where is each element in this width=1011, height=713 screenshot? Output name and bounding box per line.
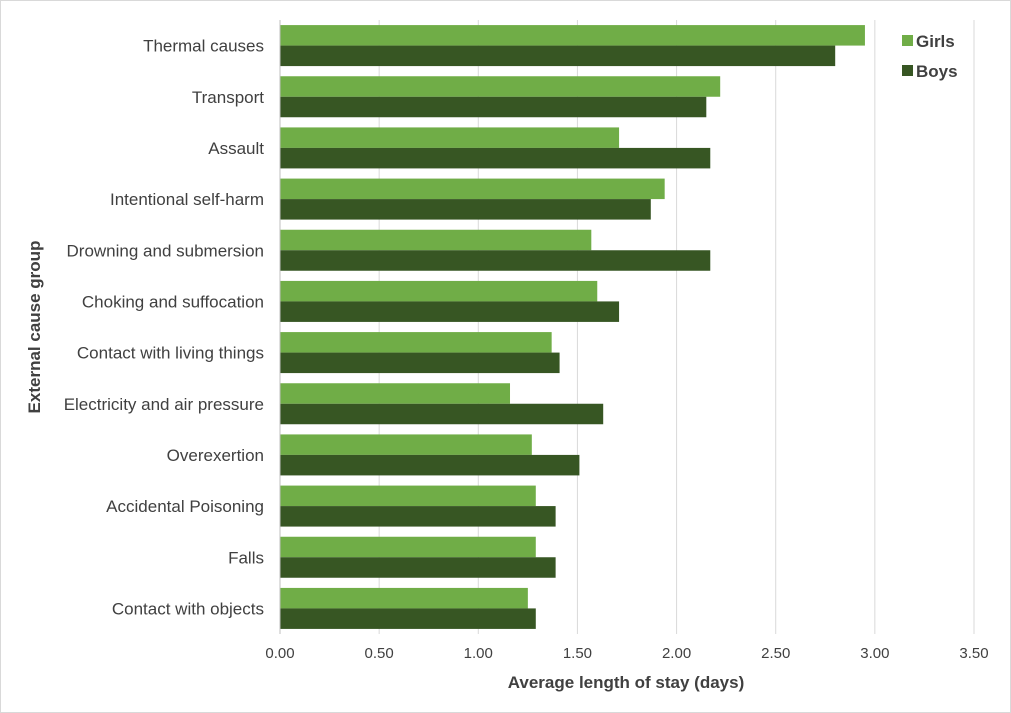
legend-swatch-boys	[902, 65, 913, 76]
category-label: Accidental Poisoning	[106, 497, 264, 516]
bar-boys	[280, 506, 556, 527]
category-label: Contact with objects	[112, 599, 264, 618]
category-label: Thermal causes	[143, 37, 264, 56]
bar-girls	[280, 25, 865, 46]
bar-boys	[280, 608, 536, 629]
legend: Girls Boys	[902, 32, 958, 81]
bar-girls	[280, 587, 528, 609]
x-tick-label: 0.00	[265, 645, 294, 662]
x-tick-label: 2.50	[761, 645, 790, 662]
bar-boys	[280, 45, 836, 67]
bar-girls	[280, 178, 665, 200]
category-label: Electricity and air pressure	[64, 395, 264, 414]
bar-boys	[280, 147, 711, 169]
x-tick-label: 2.00	[662, 645, 691, 662]
category-label: Intentional self-harm	[110, 190, 264, 209]
x-tick-label: 3.50	[959, 645, 988, 662]
gridlines	[378, 20, 975, 634]
category-label: Drowning and submersion	[67, 241, 265, 260]
bar-girls	[280, 76, 721, 97]
x-axis-title: Average length of stay (days)	[508, 673, 745, 692]
legend-label-girls: Girls	[916, 32, 955, 51]
bar-boys	[280, 454, 580, 476]
x-axis-ticks: 0.00 0.50 1.00 1.50 2.00 2.50 3.00 3.50	[265, 645, 988, 662]
bar-boys	[280, 250, 711, 271]
bar-boys	[280, 557, 556, 578]
bar-girls	[280, 485, 536, 507]
bar-girls	[280, 332, 552, 353]
bar-boys	[280, 96, 707, 118]
bars	[280, 25, 865, 629]
category-label: Choking and suffocation	[82, 292, 264, 311]
category-label: Assault	[208, 139, 264, 158]
bar-boys	[280, 301, 620, 322]
legend-swatch-girls	[902, 35, 913, 46]
bar-girls	[280, 536, 536, 558]
bar-boys	[280, 352, 560, 374]
x-tick-label: 1.50	[563, 645, 592, 662]
bar-girls	[280, 280, 598, 302]
category-label: Falls	[228, 548, 264, 567]
legend-label-boys: Boys	[916, 62, 958, 81]
bar-girls	[280, 229, 592, 251]
x-tick-label: 3.00	[860, 645, 889, 662]
x-tick-label: 0.50	[365, 645, 394, 662]
category-label: Transport	[192, 88, 264, 107]
x-tick-label: 1.00	[464, 645, 493, 662]
category-label: Overexertion	[167, 446, 264, 465]
bar-girls	[280, 383, 511, 404]
bar-boys	[280, 199, 651, 220]
bar-girls	[280, 434, 532, 455]
y-axis: Thermal causes Transport Assault Intentiona…	[64, 20, 281, 634]
bar-girls	[280, 127, 620, 148]
bar-boys	[280, 403, 604, 425]
y-axis-title: External cause group	[25, 241, 44, 414]
category-label: Contact with living things	[77, 344, 264, 363]
